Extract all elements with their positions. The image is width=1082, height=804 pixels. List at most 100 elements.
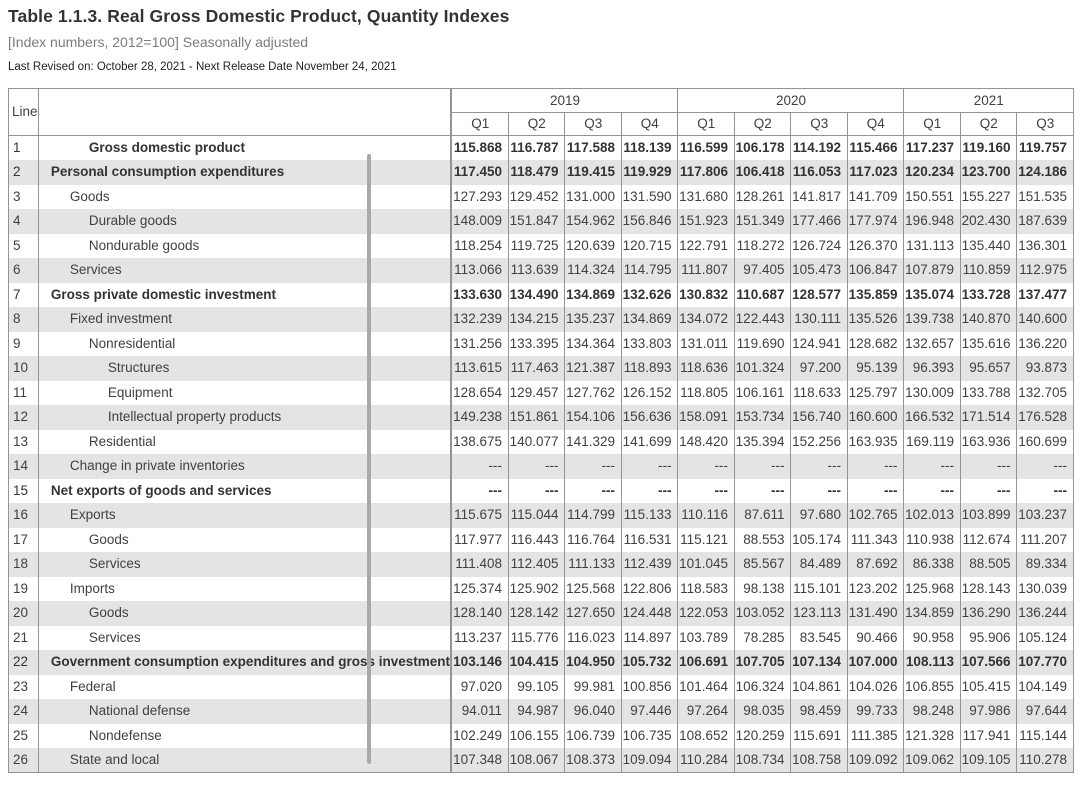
value-cell: 140.600	[1016, 307, 1074, 332]
value-cell: ---	[677, 454, 735, 479]
value-cell: 106.418	[734, 160, 792, 185]
value-cell: ---	[508, 478, 566, 503]
table-row: 26 State and local 107.348 108.067 108.373 10…	[8, 748, 1074, 773]
value-cell: 156.636	[621, 405, 679, 430]
year-header: 2021	[903, 88, 1074, 113]
value-cell: 121.328	[903, 723, 961, 748]
value-cell: 95.139	[847, 356, 905, 381]
scrollbar-track[interactable]	[450, 282, 453, 307]
value-cell: 103.789	[677, 625, 735, 650]
line-number: 6	[8, 258, 39, 283]
value-cell: 102.765	[847, 503, 905, 528]
scrollbar-track[interactable]	[450, 625, 453, 650]
value-cell: 128.143	[960, 576, 1018, 601]
value-cell: 133.788	[960, 380, 1018, 405]
quarter-header: Q3	[564, 112, 622, 136]
scrollbar-track[interactable]	[450, 527, 453, 552]
value-cell: 141.709	[847, 184, 905, 209]
value-cell: 176.528	[1016, 405, 1074, 430]
quarter-header: Q3	[1016, 112, 1074, 136]
scrollbar-track[interactable]	[450, 307, 453, 332]
value-cell: 137.477	[1016, 282, 1074, 307]
scrollbar-track[interactable]	[450, 699, 453, 724]
table-row: 3 Goods 127.293 129.452 131.000 131.590 131.68…	[8, 184, 1074, 209]
value-cell: 120.715	[621, 233, 679, 258]
scrollbar-track[interactable]	[450, 478, 453, 503]
value-cell: 116.764	[564, 527, 622, 552]
value-cell: 151.923	[677, 209, 735, 234]
table-row: 5 Nondurable goods 118.254 119.725 120.639 12…	[8, 233, 1074, 258]
value-cell: 114.192	[790, 135, 848, 160]
value-cell: 153.734	[734, 405, 792, 430]
value-cell: 136.290	[960, 601, 1018, 626]
value-cell: 110.116	[677, 503, 735, 528]
scrollbar-track[interactable]	[450, 135, 453, 160]
scrollbar-thumb[interactable]	[367, 154, 371, 764]
value-cell: ---	[564, 478, 622, 503]
year-header: 2020	[677, 88, 905, 113]
value-cell: 113.066	[451, 258, 509, 283]
row-label: Services	[38, 625, 451, 650]
value-cell: 177.974	[847, 209, 905, 234]
scrollbar-track[interactable]	[450, 723, 453, 748]
value-cell: ---	[790, 478, 848, 503]
value-cell: 78.285	[734, 625, 792, 650]
scrollbar-track[interactable]	[450, 184, 453, 209]
value-cell: 117.237	[903, 135, 961, 160]
scrollbar-track[interactable]	[450, 429, 453, 454]
value-cell: 136.220	[1016, 331, 1074, 356]
scrollbar-track[interactable]	[450, 503, 453, 528]
value-cell: 154.106	[564, 405, 622, 430]
scrollbar-track[interactable]	[450, 233, 453, 258]
value-cell: 117.023	[847, 160, 905, 185]
scrollbar-track[interactable]	[450, 331, 453, 356]
scrollbar-track[interactable]	[450, 552, 453, 577]
value-cell: 149.238	[451, 405, 509, 430]
value-cell: 118.633	[790, 380, 848, 405]
row-label: Services	[38, 552, 451, 577]
value-cell: 110.859	[960, 258, 1018, 283]
scrollbar-track[interactable]	[450, 356, 453, 381]
value-cell: 118.636	[677, 356, 735, 381]
scrollbar-track[interactable]	[450, 650, 453, 675]
value-cell: 120.234	[903, 160, 961, 185]
scrollbar-track[interactable]	[450, 258, 453, 283]
value-cell: 87.611	[734, 503, 792, 528]
scrollbar-track[interactable]	[450, 674, 453, 699]
scrollbar-track[interactable]	[450, 380, 453, 405]
value-cell: 85.567	[734, 552, 792, 577]
value-cell: 163.935	[847, 429, 905, 454]
value-cell: 115.466	[847, 135, 905, 160]
value-cell: 83.545	[790, 625, 848, 650]
value-cell: 109.105	[960, 748, 1018, 773]
value-cell: 84.489	[790, 552, 848, 577]
value-cell: 106.178	[734, 135, 792, 160]
scrollbar-track[interactable]	[450, 748, 453, 773]
value-cell: 116.443	[508, 527, 566, 552]
table-row: 12 Intellectual property products 149.238 1…	[8, 405, 1074, 430]
value-cell: 95.657	[960, 356, 1018, 381]
value-cell: 150.551	[903, 184, 961, 209]
value-cell: ---	[903, 478, 961, 503]
value-cell: 98.138	[734, 576, 792, 601]
value-cell: 123.202	[847, 576, 905, 601]
value-cell: 104.861	[790, 674, 848, 699]
scrollbar-track[interactable]	[450, 405, 453, 430]
value-cell: 135.237	[564, 307, 622, 332]
scrollbar-track[interactable]	[450, 454, 453, 479]
value-cell: 109.092	[847, 748, 905, 773]
page: Table 1.1.3. Real Gross Domestic Product…	[8, 6, 1074, 773]
scrollbar-track[interactable]	[450, 160, 453, 185]
value-cell: 152.256	[790, 429, 848, 454]
value-cell: 115.044	[508, 503, 566, 528]
scrollbar-track[interactable]	[450, 576, 453, 601]
table-row: 21 Services 113.237 115.776 116.023 114.897 10…	[8, 625, 1074, 650]
value-cell: 106.161	[734, 380, 792, 405]
scrollbar-track[interactable]	[450, 209, 453, 234]
value-cell: ---	[960, 478, 1018, 503]
value-cell: 135.074	[903, 282, 961, 307]
value-cell: 119.929	[621, 160, 679, 185]
scrollbar-track[interactable]	[450, 601, 453, 626]
value-cell: 131.256	[451, 331, 509, 356]
value-cell: 107.348	[451, 748, 509, 773]
